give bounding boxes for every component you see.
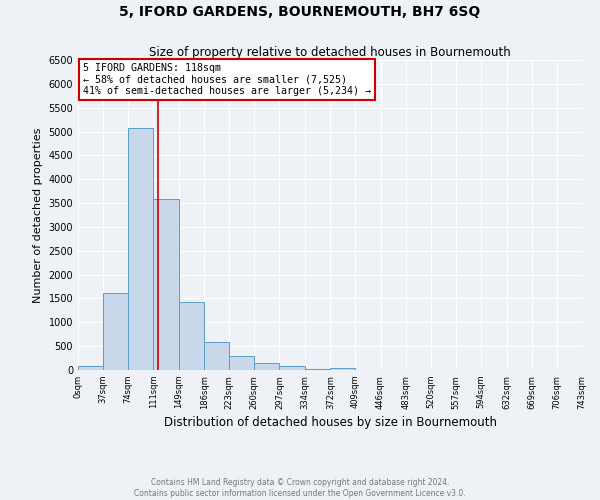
Bar [179,302,204,370]
Y-axis label: Number of detached properties: Number of detached properties [33,128,43,302]
Bar [229,356,254,370]
Text: 5, IFORD GARDENS, BOURNEMOUTH, BH7 6SQ: 5, IFORD GARDENS, BOURNEMOUTH, BH7 6SQ [119,5,481,19]
Bar [78,366,103,370]
Bar [153,200,179,370]
Bar [204,342,229,370]
Bar [305,368,331,370]
Text: 5 IFORD GARDENS: 118sqm
← 58% of detached houses are smaller (7,525)
41% of semi: 5 IFORD GARDENS: 118sqm ← 58% of detache… [83,63,371,96]
Bar [128,128,153,370]
Bar [254,363,280,370]
Text: Contains HM Land Registry data © Crown copyright and database right 2024.
Contai: Contains HM Land Registry data © Crown c… [134,478,466,498]
Title: Size of property relative to detached houses in Bournemouth: Size of property relative to detached ho… [149,46,511,59]
Bar [331,368,355,370]
Bar [103,292,128,370]
Bar [280,366,305,370]
X-axis label: Distribution of detached houses by size in Bournemouth: Distribution of detached houses by size … [163,416,497,428]
